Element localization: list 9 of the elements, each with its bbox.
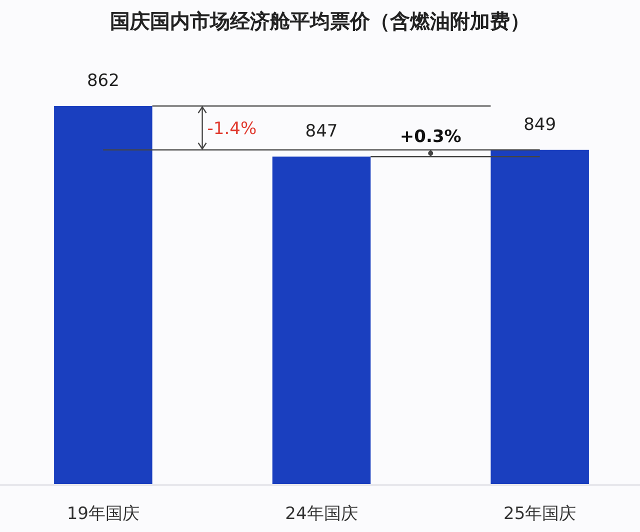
data-label: 849 <box>524 114 556 135</box>
x-tick-label: 19年国庆 <box>66 504 140 524</box>
x-tick-label: 25年国庆 <box>504 504 576 524</box>
chart-title: 国庆国内市场经济舱平均票价（含燃油附加费） <box>110 9 530 33</box>
data-label: 847 <box>305 122 338 142</box>
x-tick-label: 24年国庆 <box>285 504 358 524</box>
annotation: -1.4% <box>207 118 257 139</box>
annotation: +0.3% <box>400 126 462 147</box>
data-label: 862 <box>86 71 120 91</box>
